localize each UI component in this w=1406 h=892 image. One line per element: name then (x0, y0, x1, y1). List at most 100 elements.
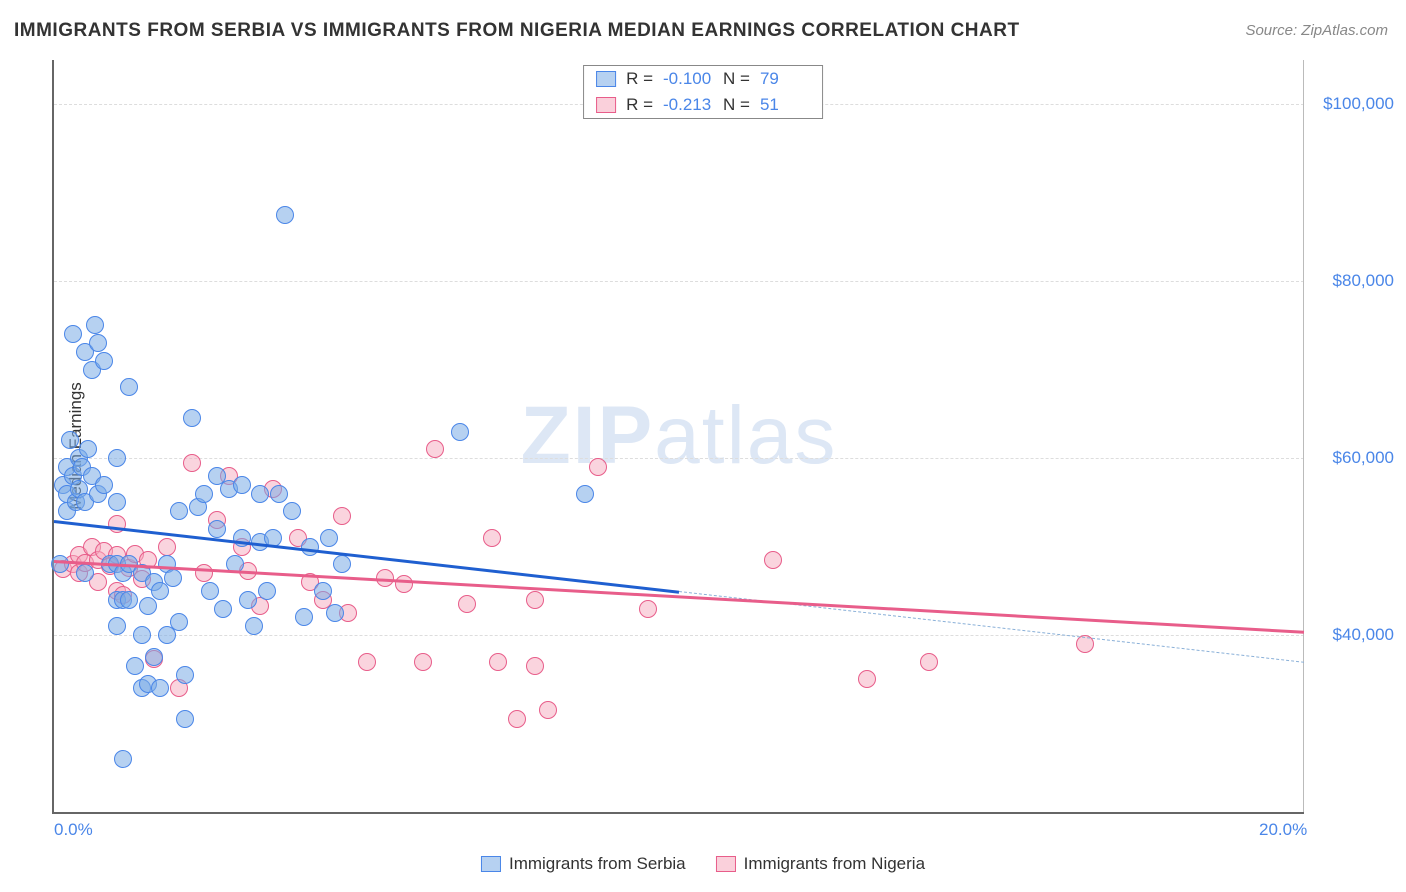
legend-label-pink: Immigrants from Nigeria (744, 854, 925, 874)
scatter-point (576, 485, 594, 503)
watermark-light: atlas (654, 390, 837, 481)
scatter-point (283, 502, 301, 520)
plot-area: ZIPatlas $40,000$60,000$80,000$100,0000.… (52, 60, 1304, 814)
scatter-point (170, 613, 188, 631)
scatter-point (526, 591, 544, 609)
stat-n-label: N = (723, 69, 750, 89)
stat-n-blue: 79 (760, 69, 810, 89)
scatter-point (195, 485, 213, 503)
scatter-point (239, 591, 257, 609)
y-tick-label: $40,000 (1314, 625, 1394, 645)
scatter-point (589, 458, 607, 476)
scatter-point (201, 582, 219, 600)
scatter-point (489, 653, 507, 671)
legend-label-blue: Immigrants from Serbia (509, 854, 686, 874)
scatter-point (86, 316, 104, 334)
stats-box: R = -0.100 N = 79 R = -0.213 N = 51 (583, 65, 823, 119)
scatter-point (183, 454, 201, 472)
stat-r-label: R = (626, 95, 653, 115)
scatter-point (89, 334, 107, 352)
chart-stage: IMMIGRANTS FROM SERBIA VS IMMIGRANTS FRO… (0, 0, 1406, 892)
scatter-point (170, 502, 188, 520)
scatter-point (639, 600, 657, 618)
scatter-point (120, 378, 138, 396)
scatter-point (95, 352, 113, 370)
gridline (54, 635, 1304, 636)
scatter-point (251, 485, 269, 503)
x-tick-label: 0.0% (54, 820, 93, 840)
scatter-point (426, 440, 444, 458)
gridline (54, 281, 1304, 282)
source-label: Source: ZipAtlas.com (1245, 22, 1388, 39)
scatter-point (126, 657, 144, 675)
scatter-point (214, 600, 232, 618)
y-tick-label: $60,000 (1314, 448, 1394, 468)
scatter-point (108, 515, 126, 533)
scatter-point (526, 657, 544, 675)
swatch-pink (716, 856, 736, 872)
scatter-point (76, 564, 94, 582)
stats-row-blue: R = -0.100 N = 79 (584, 66, 822, 92)
scatter-point (120, 591, 138, 609)
watermark-bold: ZIP (521, 390, 655, 481)
scatter-point (64, 325, 82, 343)
scatter-point (151, 679, 169, 697)
swatch-blue (481, 856, 501, 872)
scatter-point (79, 440, 97, 458)
stat-r-blue: -0.100 (663, 69, 713, 89)
y-tick-label: $80,000 (1314, 271, 1394, 291)
scatter-point (458, 595, 476, 613)
scatter-point (95, 476, 113, 494)
scatter-point (320, 529, 338, 547)
stat-r-pink: -0.213 (663, 95, 713, 115)
scatter-point (314, 582, 332, 600)
scatter-point (270, 485, 288, 503)
scatter-point (108, 617, 126, 635)
scatter-point (208, 520, 226, 538)
stat-r-label: R = (626, 69, 653, 89)
gridline (54, 458, 1304, 459)
swatch-pink (596, 97, 616, 113)
scatter-point (483, 529, 501, 547)
scatter-point (114, 750, 132, 768)
scatter-point (276, 206, 294, 224)
scatter-point (326, 604, 344, 622)
scatter-point (51, 555, 69, 573)
scatter-point (108, 449, 126, 467)
legend: Immigrants from Serbia Immigrants from N… (481, 854, 925, 874)
x-tick-label: 20.0% (1259, 820, 1307, 840)
scatter-point (539, 701, 557, 719)
scatter-point (920, 653, 938, 671)
scatter-point (176, 710, 194, 728)
scatter-point (295, 608, 313, 626)
scatter-point (301, 538, 319, 556)
scatter-point (395, 575, 413, 593)
legend-item-pink: Immigrants from Nigeria (716, 854, 925, 874)
scatter-point (195, 564, 213, 582)
scatter-point (508, 710, 526, 728)
scatter-point (145, 648, 163, 666)
scatter-point (358, 653, 376, 671)
scatter-point (61, 431, 79, 449)
scatter-point (133, 626, 151, 644)
scatter-point (233, 476, 251, 494)
scatter-point (764, 551, 782, 569)
scatter-point (108, 493, 126, 511)
scatter-point (858, 670, 876, 688)
y-tick-label: $100,000 (1314, 94, 1394, 114)
watermark: ZIPatlas (521, 389, 838, 483)
scatter-point (164, 569, 182, 587)
chart-title: IMMIGRANTS FROM SERBIA VS IMMIGRANTS FRO… (14, 20, 1020, 42)
scatter-point (158, 538, 176, 556)
scatter-point (176, 666, 194, 684)
scatter-point (139, 597, 157, 615)
swatch-blue (596, 71, 616, 87)
scatter-point (333, 555, 351, 573)
scatter-point (183, 409, 201, 427)
scatter-point (333, 507, 351, 525)
scatter-point (451, 423, 469, 441)
stat-n-label: N = (723, 95, 750, 115)
stats-row-pink: R = -0.213 N = 51 (584, 92, 822, 118)
scatter-point (414, 653, 432, 671)
scatter-point (258, 582, 276, 600)
